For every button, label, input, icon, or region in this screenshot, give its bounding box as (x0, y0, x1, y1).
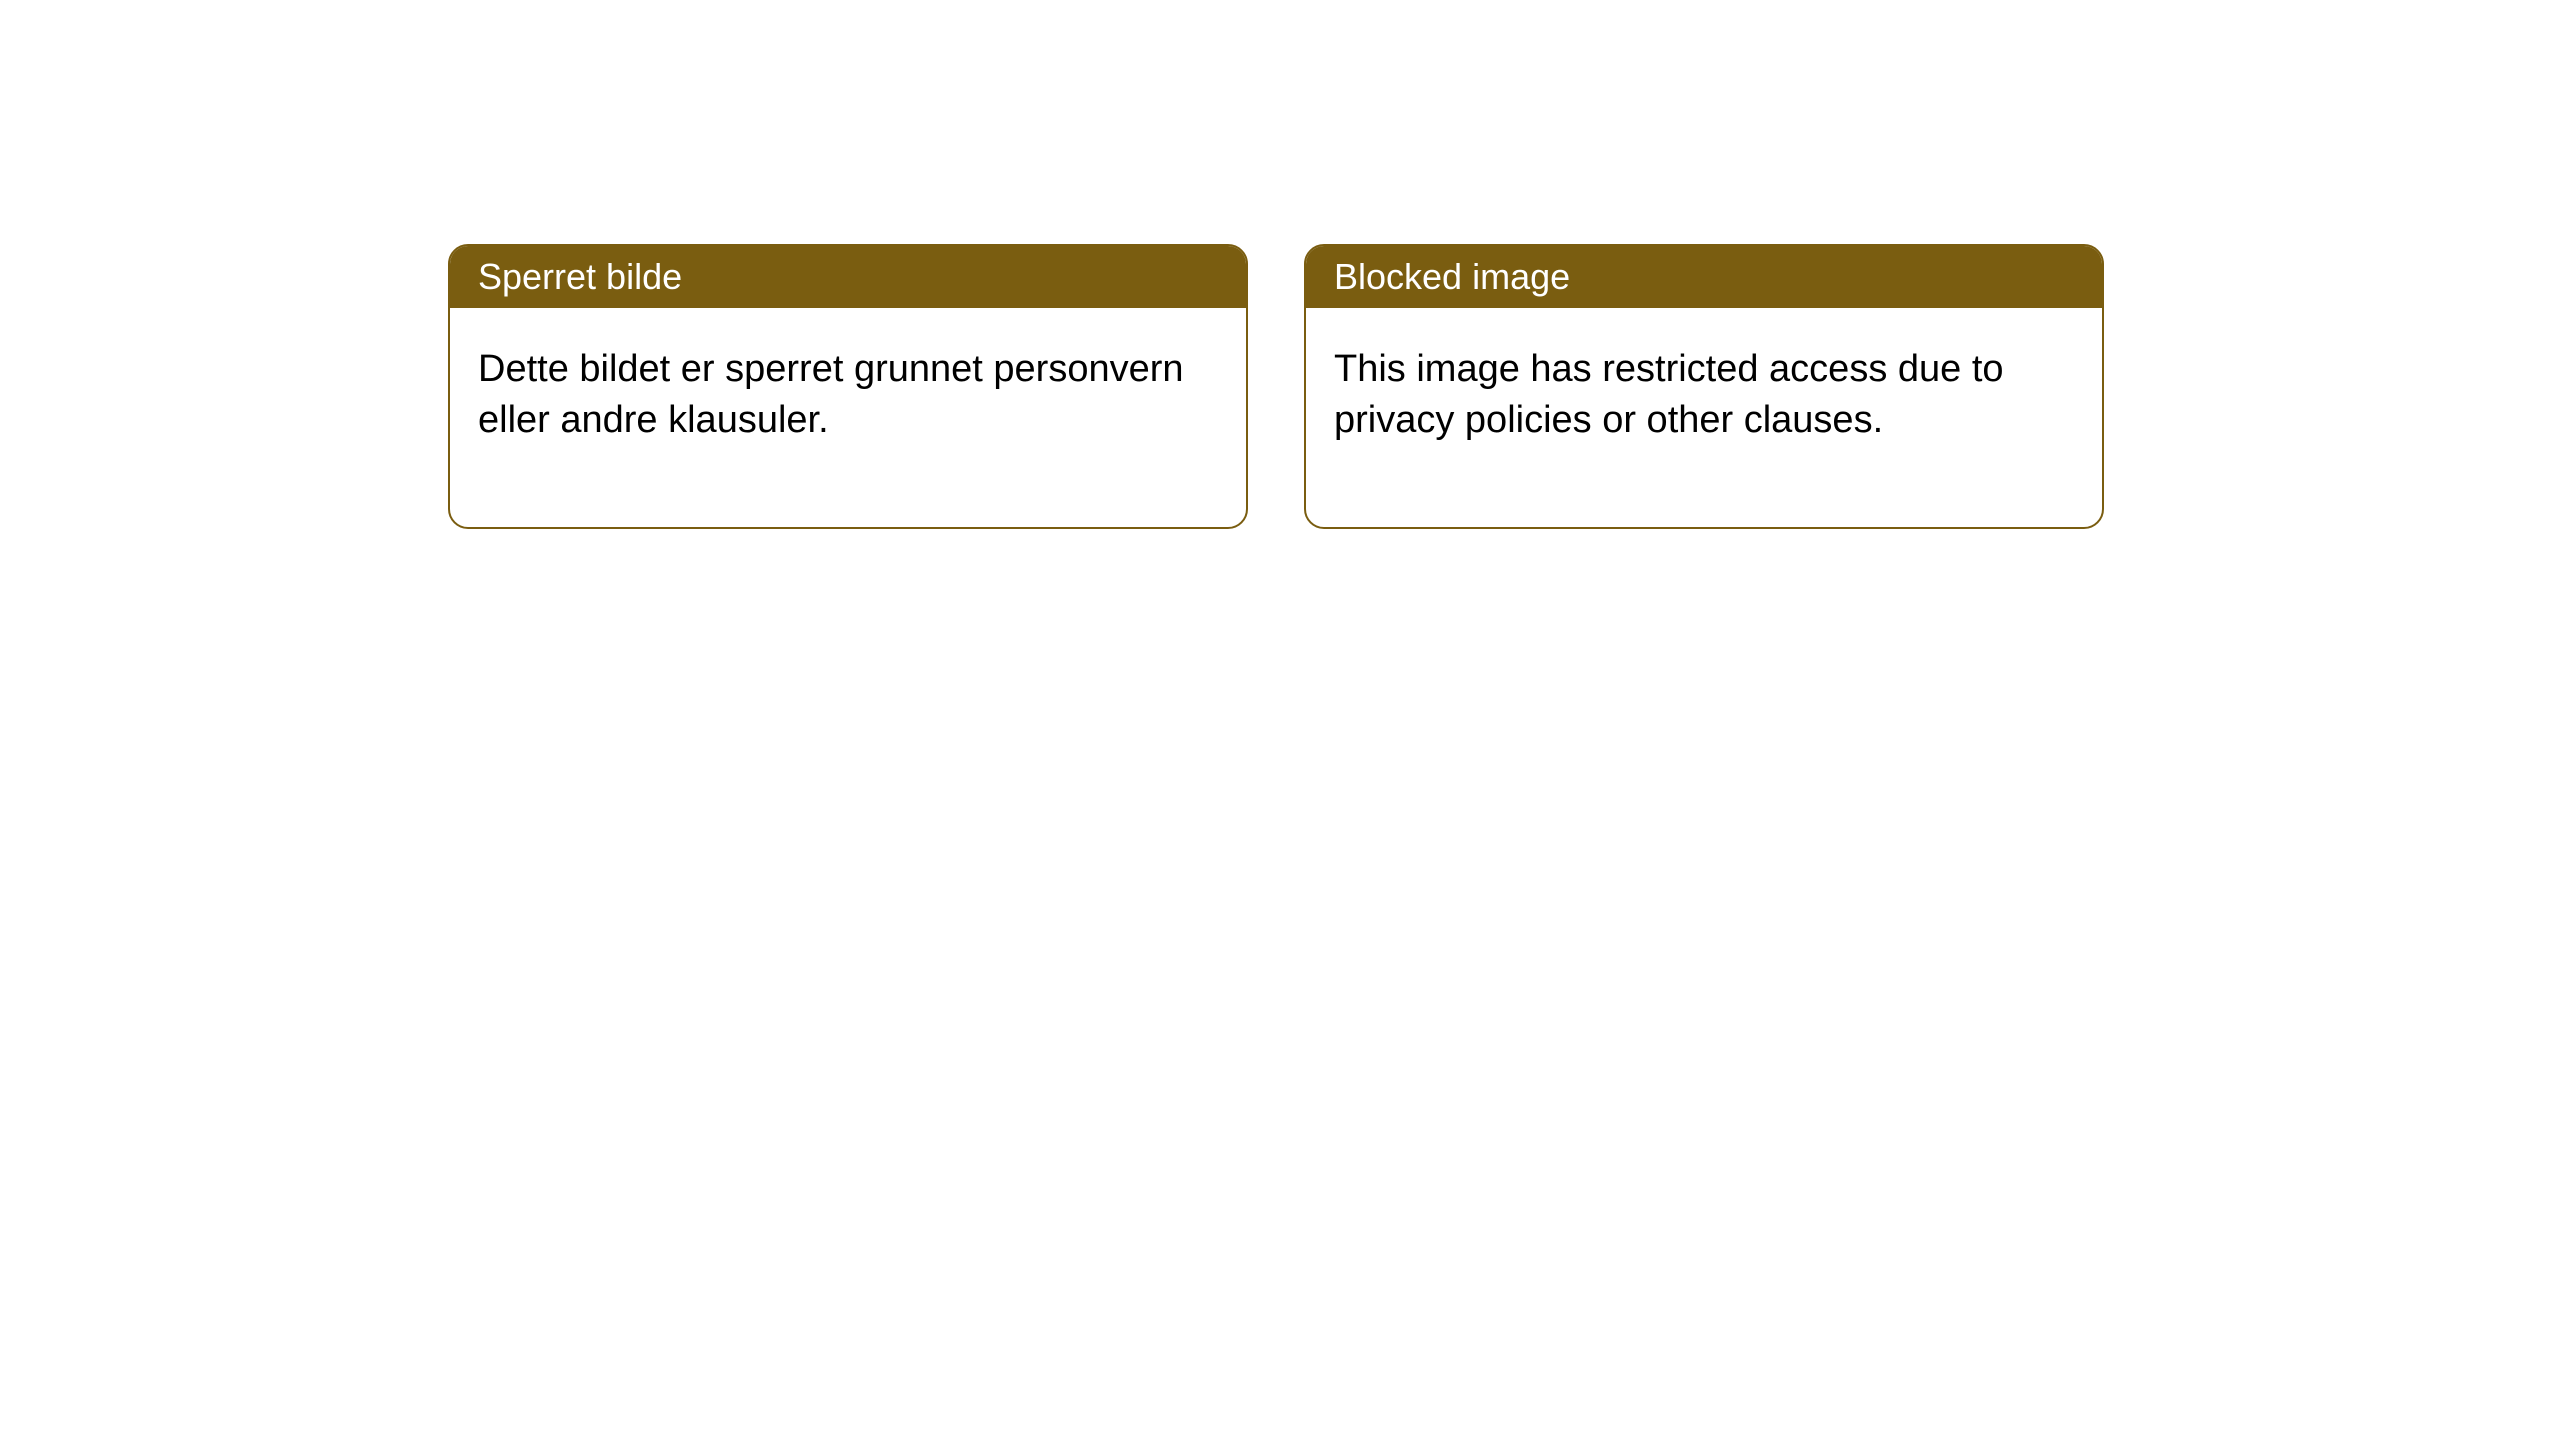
card-title: Blocked image (1334, 256, 1570, 297)
card-title: Sperret bilde (478, 256, 682, 297)
card-body: This image has restricted access due to … (1306, 308, 2102, 527)
notice-card-norwegian: Sperret bilde Dette bildet er sperret gr… (448, 244, 1248, 529)
notice-card-english: Blocked image This image has restricted … (1304, 244, 2104, 529)
card-body: Dette bildet er sperret grunnet personve… (450, 308, 1246, 527)
card-header: Sperret bilde (450, 246, 1246, 308)
notice-container: Sperret bilde Dette bildet er sperret gr… (0, 0, 2560, 529)
card-body-text: Dette bildet er sperret grunnet personve… (478, 348, 1184, 441)
card-body-text: This image has restricted access due to … (1334, 348, 2004, 441)
card-header: Blocked image (1306, 246, 2102, 308)
